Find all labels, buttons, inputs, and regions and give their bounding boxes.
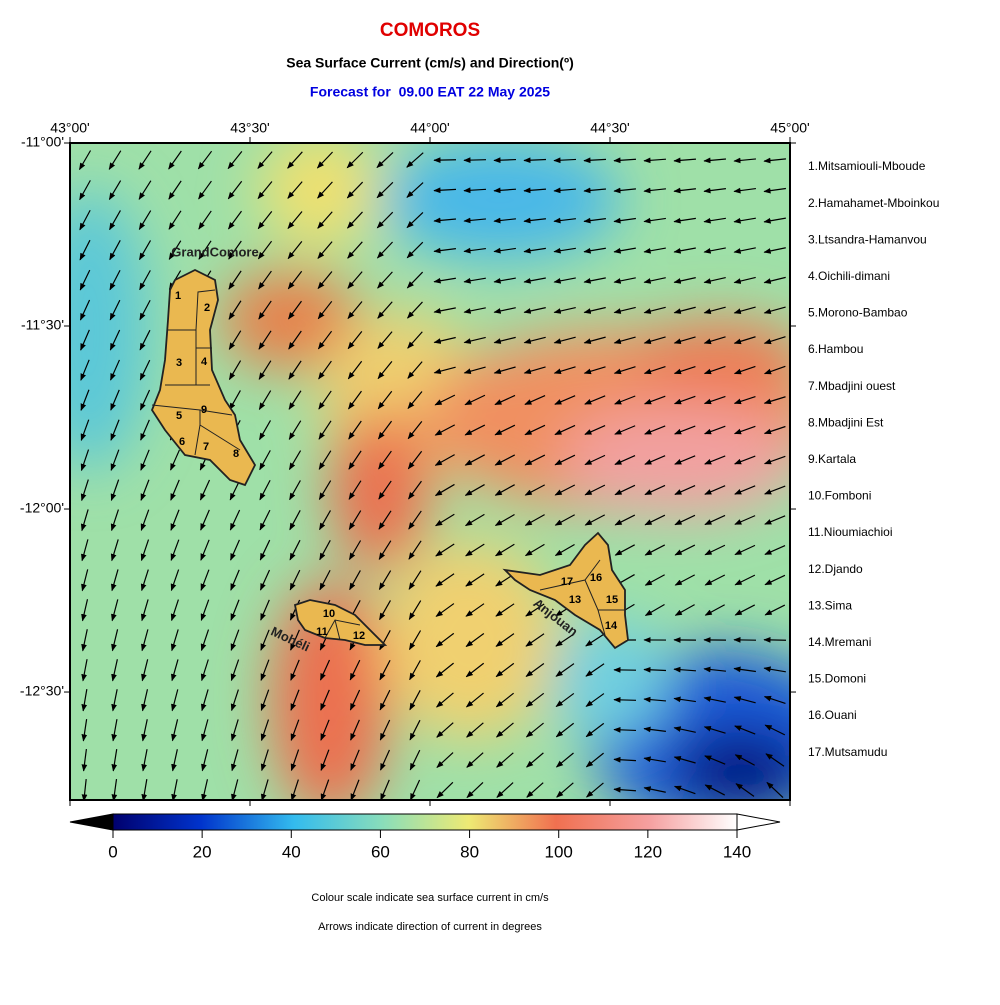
district-marker: 10 <box>323 608 335 620</box>
district-marker: 11 <box>316 626 328 638</box>
subtitle: Sea Surface Current (cm/s) and Direction… <box>286 55 574 71</box>
district-name: 6.Hambou <box>808 342 863 356</box>
colorbar-label: 140 <box>723 842 751 861</box>
y-tick-label: -12°30' <box>20 683 64 699</box>
current-arrow <box>464 160 486 161</box>
district-marker: 14 <box>605 620 618 632</box>
colorbar-over <box>737 814 780 830</box>
current-arrow <box>434 160 456 161</box>
district-marker: 6 <box>179 436 185 448</box>
district-name: 13.Sima <box>808 598 852 612</box>
colorbar-label: 60 <box>371 842 390 861</box>
district-marker: 12 <box>353 630 365 642</box>
colorbar-under <box>70 814 113 830</box>
colorbar-label: 20 <box>193 842 212 861</box>
district-name: 12.Djando <box>808 562 863 576</box>
district-name: 8.Mbadjini Est <box>808 415 884 429</box>
forecast: Forecast for 09.00 EAT 22 May 2025 <box>310 84 550 100</box>
note: Colour scale indicate sea surface curren… <box>311 892 549 904</box>
y-tick-label: -12°00' <box>20 500 64 516</box>
district-marker: 15 <box>606 594 618 606</box>
district-name: 9.Kartala <box>808 452 856 466</box>
district-name: 7.Mbadjini ouest <box>808 379 896 393</box>
colorbar-label: 120 <box>634 842 662 861</box>
district-marker: 13 <box>569 594 581 606</box>
district-name: 14.Mremani <box>808 635 871 649</box>
y-tick-label: -11°30' <box>21 317 64 333</box>
district-name: 11.Nioumiachioi <box>808 525 893 539</box>
district-marker: 9 <box>201 404 207 416</box>
district-name: 10.Fomboni <box>808 489 871 503</box>
district-marker: 7 <box>203 441 209 453</box>
district-marker: 1 <box>175 290 181 302</box>
district-name: 15.Domoni <box>808 672 866 686</box>
district-marker: 17 <box>561 576 573 588</box>
colorbar-label: 0 <box>108 842 117 861</box>
x-tick-label: 43°30' <box>230 120 269 136</box>
current-field <box>30 130 850 830</box>
colorbar <box>113 814 737 830</box>
district-marker: 2 <box>204 302 210 314</box>
island-label: GrandComore <box>171 244 258 259</box>
district-marker: 3 <box>176 357 182 369</box>
district-marker: 8 <box>233 448 239 460</box>
district-name: 17.Mutsamudu <box>808 745 887 759</box>
district-marker: 16 <box>590 572 602 584</box>
title: COMOROS <box>380 20 480 41</box>
district-name: 4.Oichili-dimani <box>808 269 890 283</box>
current-arrow <box>494 160 516 161</box>
note: Arrows indicate direction of current in … <box>318 921 542 933</box>
colorbar-label: 100 <box>545 842 573 861</box>
district-name: 5.Morono-Bambao <box>808 306 908 320</box>
district-marker: 5 <box>176 410 182 422</box>
district-marker: 4 <box>201 356 208 368</box>
x-tick-label: 44°00' <box>410 120 449 136</box>
y-tick-label: -11°00' <box>21 134 64 150</box>
district-name: 3.Ltsandra-Hamanvou <box>808 232 927 246</box>
district-name: 1.Mitsamiouli-Mboude <box>808 159 926 173</box>
current-arrow <box>614 700 636 701</box>
district-name: 16.Ouani <box>808 708 857 722</box>
district-name: 2.Hamahamet-Mboinkou <box>808 196 939 210</box>
colorbar-label: 80 <box>460 842 479 861</box>
x-tick-label: 44°30' <box>590 120 629 136</box>
colorbar-label: 40 <box>282 842 301 861</box>
x-tick-label: 45°00' <box>770 120 809 136</box>
